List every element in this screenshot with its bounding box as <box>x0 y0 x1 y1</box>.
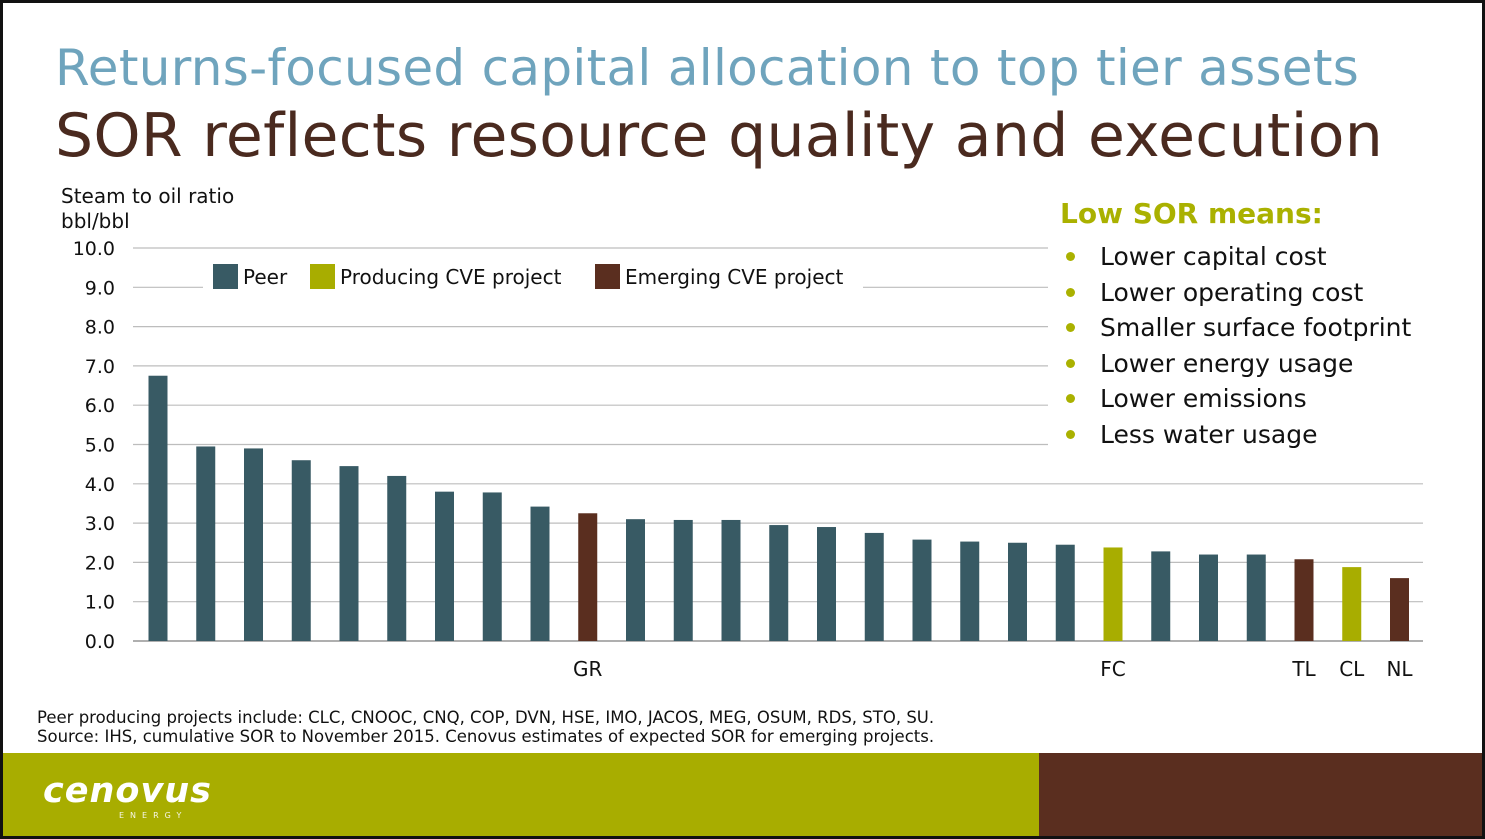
bar-peer <box>1199 554 1218 641</box>
sidebar-item-label: Lower capital cost <box>1100 242 1327 271</box>
bullet-dot-icon <box>1066 429 1075 439</box>
footnote-peers: Peer producing projects include: CLC, CN… <box>37 708 935 727</box>
bullet-dot-icon <box>1066 358 1075 368</box>
slide-title-line1: Returns-focused capital allocation to to… <box>55 39 1360 97</box>
x-category-label: CL <box>1339 657 1365 681</box>
sidebar-list: Lower capital cost Lower operating cost … <box>1063 239 1411 453</box>
bar-peer <box>530 506 550 641</box>
footer-band-brown <box>1039 753 1482 836</box>
sidebar-item-label: Less water usage <box>1100 419 1318 449</box>
bar-peer <box>626 519 645 641</box>
y-tick-label: 4.0 <box>85 474 115 496</box>
sidebar-item: Lower emissions <box>1063 381 1411 417</box>
y-axis-label-line2: bbl/bbl <box>61 209 130 233</box>
bar-peer <box>1246 554 1266 641</box>
y-tick-label: 5.0 <box>85 435 115 457</box>
bar-peer <box>1008 542 1027 641</box>
y-tick-label: 0.0 <box>85 631 115 653</box>
bar-peer <box>387 475 407 641</box>
bar-producing <box>1342 567 1362 641</box>
y-tick-label: 10.0 <box>73 238 115 260</box>
x-category-label: NL <box>1386 657 1413 681</box>
sidebar-item: Lower operating cost <box>1063 275 1411 311</box>
bar-peer <box>721 519 741 641</box>
legend-label: Producing CVE project <box>340 265 562 289</box>
sidebar-item-label: Lower operating cost <box>1100 277 1364 307</box>
sidebar-item-label: Smaller surface footprint <box>1100 313 1412 343</box>
x-category-label: TL <box>1291 657 1316 681</box>
x-category-label: GR <box>573 657 602 681</box>
bar-peer <box>864 532 884 641</box>
bar-peer <box>673 519 693 641</box>
y-tick-label: 3.0 <box>85 513 115 535</box>
bar-peer <box>244 448 263 641</box>
sidebar-title: Low SOR means: <box>1060 197 1323 230</box>
y-tick-label: 1.0 <box>85 592 115 614</box>
cenovus-logo: cenovus <box>43 771 213 811</box>
legend-swatch-emerging <box>595 264 620 289</box>
bar-emerging <box>578 513 598 641</box>
sidebar-item: Lower capital cost <box>1063 239 1411 275</box>
footer-band-green <box>3 753 1039 836</box>
bar-peer <box>148 375 168 641</box>
bar-peer <box>960 541 980 641</box>
bar-emerging <box>1390 578 1409 641</box>
legend-swatch-peer <box>213 264 238 289</box>
y-tick-label: 2.0 <box>85 552 115 574</box>
sor-bar-chart: 0.0 1.0 2.0 3.0 4.0 5.0 6.0 7.0 8.0 9.0 10.0 GR FC TL… <box>73 238 1423 681</box>
y-tick-label: 7.0 <box>85 356 115 378</box>
legend-swatch-producing <box>310 264 335 289</box>
cenovus-logo-subtext: ENERGY <box>119 811 188 820</box>
sidebar-item: Smaller surface footprint <box>1063 310 1411 346</box>
bar-peer <box>339 466 359 641</box>
sidebar-item: Lower energy usage <box>1063 346 1411 382</box>
bullet-dot-icon <box>1066 323 1075 333</box>
x-category-label: FC <box>1100 657 1125 681</box>
bar-peer <box>1151 551 1171 641</box>
bar-peer <box>1055 544 1075 641</box>
bullet-dot-icon <box>1066 252 1075 261</box>
legend-label: Peer <box>243 265 288 289</box>
y-tick-label: 6.0 <box>85 395 115 417</box>
bar-peer <box>769 525 789 641</box>
y-axis-label: Steam to oil ratio bbl/bbl <box>61 184 234 234</box>
bar-peer <box>291 460 311 641</box>
footnote-source: Source: IHS, cumulative SOR to November … <box>37 727 935 746</box>
sidebar-item-label: Lower emissions <box>1100 384 1307 414</box>
sidebar-item: Less water usage <box>1063 417 1411 453</box>
bar-peer <box>817 527 836 641</box>
bar-producing <box>1103 547 1123 641</box>
y-tick-label: 8.0 <box>85 317 115 339</box>
bar-emerging <box>1294 559 1314 641</box>
y-axis-label-line1: Steam to oil ratio <box>61 184 235 208</box>
legend-label: Emerging CVE project <box>625 265 843 289</box>
slide-title-line2: SOR reflects resource quality and execut… <box>55 101 1384 171</box>
bullet-dot-icon <box>1066 287 1075 297</box>
sidebar-item-label: Lower energy usage <box>1100 348 1354 378</box>
bullet-dot-icon <box>1066 394 1075 404</box>
bar-peer <box>482 492 502 641</box>
bar-peer <box>196 446 216 641</box>
bar-peer <box>912 539 932 641</box>
bar-peer <box>435 491 454 641</box>
y-tick-label: 9.0 <box>85 277 115 299</box>
